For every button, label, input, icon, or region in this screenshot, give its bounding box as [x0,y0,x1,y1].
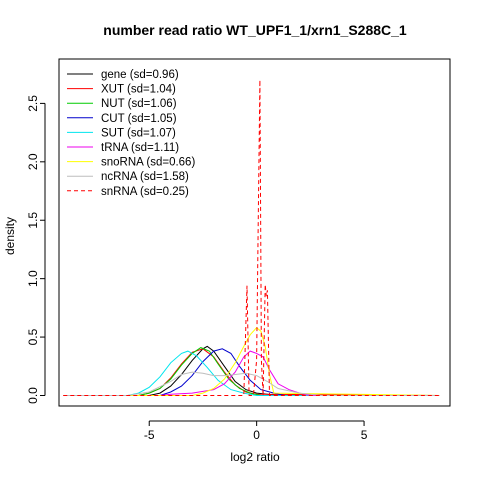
series-line-0 [63,345,440,396]
legend-entry-7: ncRNA (sd=1.58) [101,171,189,183]
legend-entry-1: XUT (sd=1.04) [101,84,176,96]
x-tick-label-1: 0 [253,428,260,442]
series-line-1 [63,348,440,396]
y-axis-label: density [3,217,17,255]
legend-entry-4: SUT (sd=1.07) [101,127,176,139]
legend-entry-6: snoRNA (sd=0.66) [101,157,195,169]
series-line-6 [63,327,440,396]
plot-frame [58,58,451,407]
legend-entry-5: tRNA (sd=1.11) [101,142,179,154]
series-line-2 [63,347,440,396]
y-tick-label-2: 1.0 [26,270,40,287]
legend-entry-2: NUT (sd=1.06) [101,98,177,110]
x-tick-label-0: -5 [144,428,155,442]
legend-entry-8: snRNA (sd=0.25) [101,186,189,198]
legend-entry-0: gene (sd=0.96) [101,69,179,81]
x-tick-label-2: 5 [361,428,368,442]
y-tick-label-1: 0.5 [26,328,40,345]
y-tick-label-3: 1.5 [26,212,40,229]
x-axis-label: log2 ratio [230,450,280,464]
series-line-4 [63,350,440,396]
series-line-7 [63,371,440,396]
y-tick-label-4: 2.0 [26,153,40,170]
series-layer [63,79,440,396]
legend: gene (sd=0.96) XUT (sd=1.04) NUT (sd=1.06)… [67,69,195,198]
series-line-8 [63,79,440,396]
series-line-5 [63,350,440,396]
axes-layer: -5 0 5 0.0 0.5 1.0 1.5 2.0 2.5 [26,95,368,442]
legend-entry-3: CUT (sd=1.05) [101,113,177,125]
series-line-3 [63,348,440,396]
y-tick-label-0: 0.0 [26,387,40,404]
y-tick-label-5: 2.5 [26,95,40,112]
chart-title: number read ratio WT_UPF1_1/xrn1_S288C_1 [103,22,407,38]
